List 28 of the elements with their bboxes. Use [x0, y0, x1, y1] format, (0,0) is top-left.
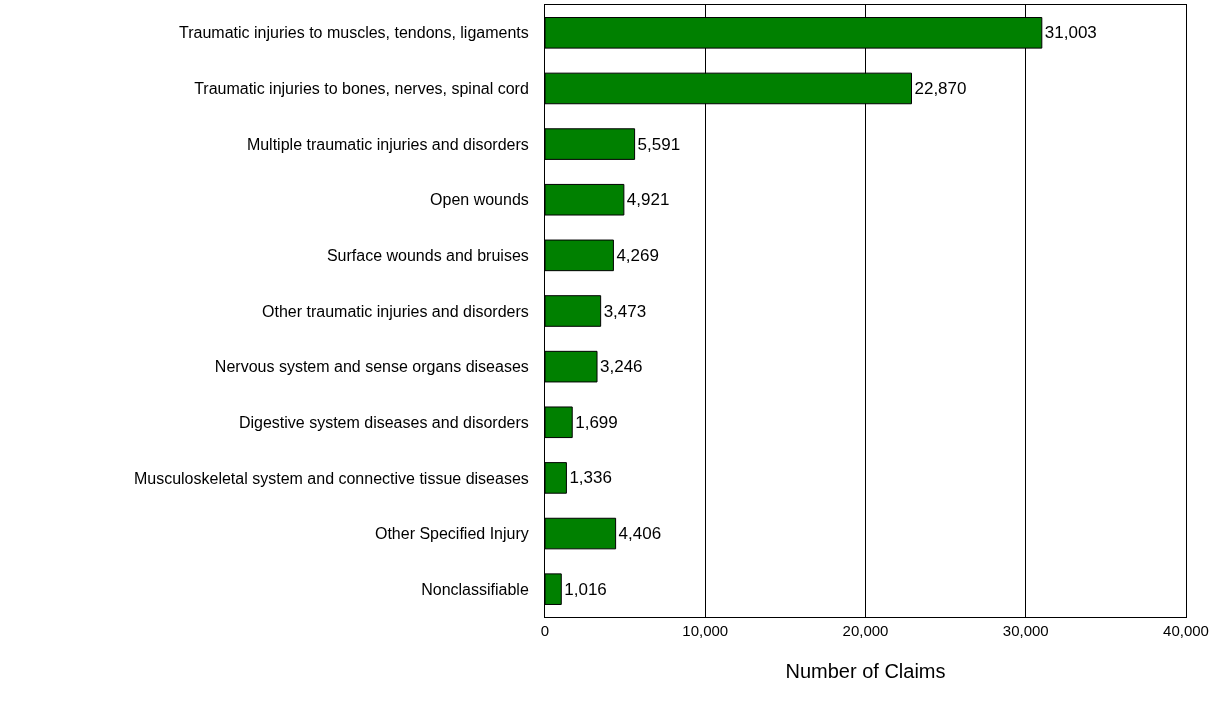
y-tick-label: Other traumatic injuries and disorders: [262, 302, 529, 320]
y-tick-label: Traumatic injuries to bones, nerves, spinal cord: [194, 80, 529, 98]
y-tick-label: Nervous system and sense organs diseases: [214, 358, 529, 376]
data-label: 3,246: [600, 357, 643, 377]
x-tick-label: 40,000: [1163, 622, 1209, 639]
y-tick-label: Open wounds: [430, 191, 529, 209]
data-label: 1,016: [564, 579, 607, 599]
data-label: 22,870: [914, 78, 967, 98]
data-label: 4,269: [616, 245, 659, 265]
y-tick-label: Musculoskeletal system and connective tissue diseases: [133, 469, 529, 487]
y-tick-label: Multiple traumatic injuries and disorders: [246, 135, 529, 153]
data-label: 4,406: [618, 524, 662, 544]
y-tick-label: Other Specified Injury: [374, 525, 529, 543]
x-tick-label: 20,000: [842, 622, 889, 639]
x-axis-title: Number of Claims: [785, 659, 946, 682]
data-label: 5,591: [637, 134, 681, 154]
y-tick-label: Traumatic injuries to muscles, tendons, ligaments: [179, 24, 529, 42]
x-tick-label: 10,000: [682, 622, 729, 639]
data-label: 31,003: [1044, 23, 1097, 43]
y-tick-label: Surface wounds and bruises: [326, 246, 529, 264]
y-tick-label: Nonclassifiable: [421, 580, 529, 598]
data-label: 3,473: [603, 301, 647, 321]
x-tick-label: 30,000: [1002, 622, 1049, 639]
x-tick-label: 0: [540, 622, 550, 639]
y-tick-label: Digestive system diseases and disorders: [238, 413, 529, 431]
data-label: 4,921: [626, 190, 670, 210]
data-label: 1,336: [569, 468, 612, 488]
data-label: 1,699: [575, 412, 618, 432]
